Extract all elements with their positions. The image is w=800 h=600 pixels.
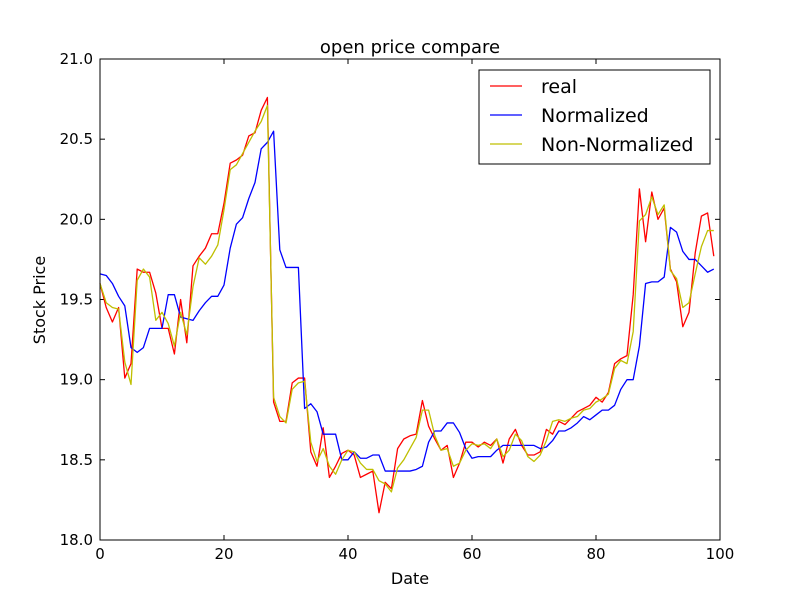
x-tick-label: 20 (214, 545, 233, 563)
x-tick-label: 40 (338, 545, 357, 563)
y-tick-label: 21.0 (60, 50, 93, 68)
legend-label-normalized: Normalized (541, 105, 649, 127)
legend-label-real: real (541, 76, 577, 98)
x-tick-label: 100 (706, 545, 735, 563)
x-tick-label: 80 (586, 545, 605, 563)
plot-frame (99, 58, 721, 541)
chart-title: open price compare (320, 37, 500, 58)
y-tick-label: 19.0 (60, 371, 93, 389)
y-tick-label: 18.5 (60, 451, 93, 469)
x-tick-label: 0 (95, 545, 105, 563)
plot-area (99, 96, 715, 514)
y-tick-label: 19.5 (60, 291, 93, 309)
y-tick-label: 20.0 (60, 210, 93, 228)
x-axis-label: Date (391, 569, 429, 588)
y-tick-label: 18.0 (60, 531, 93, 549)
legend-label-non-normalized: Non-Normalized (541, 134, 693, 156)
axes: 0 20 40 60 80 100 18.0 18.5 19.0 19.5 20.0 20.5 21.0 (60, 50, 735, 563)
series-line-non-normalized (99, 104, 714, 493)
legend: real Normalized Non-Normalized (478, 69, 711, 165)
y-tick-label: 20.5 (60, 130, 93, 148)
x-tick-label: 60 (462, 545, 481, 563)
series-line-normalized (99, 130, 715, 472)
y-axis-label: Stock Price (30, 256, 49, 344)
series-line-real (99, 96, 715, 514)
